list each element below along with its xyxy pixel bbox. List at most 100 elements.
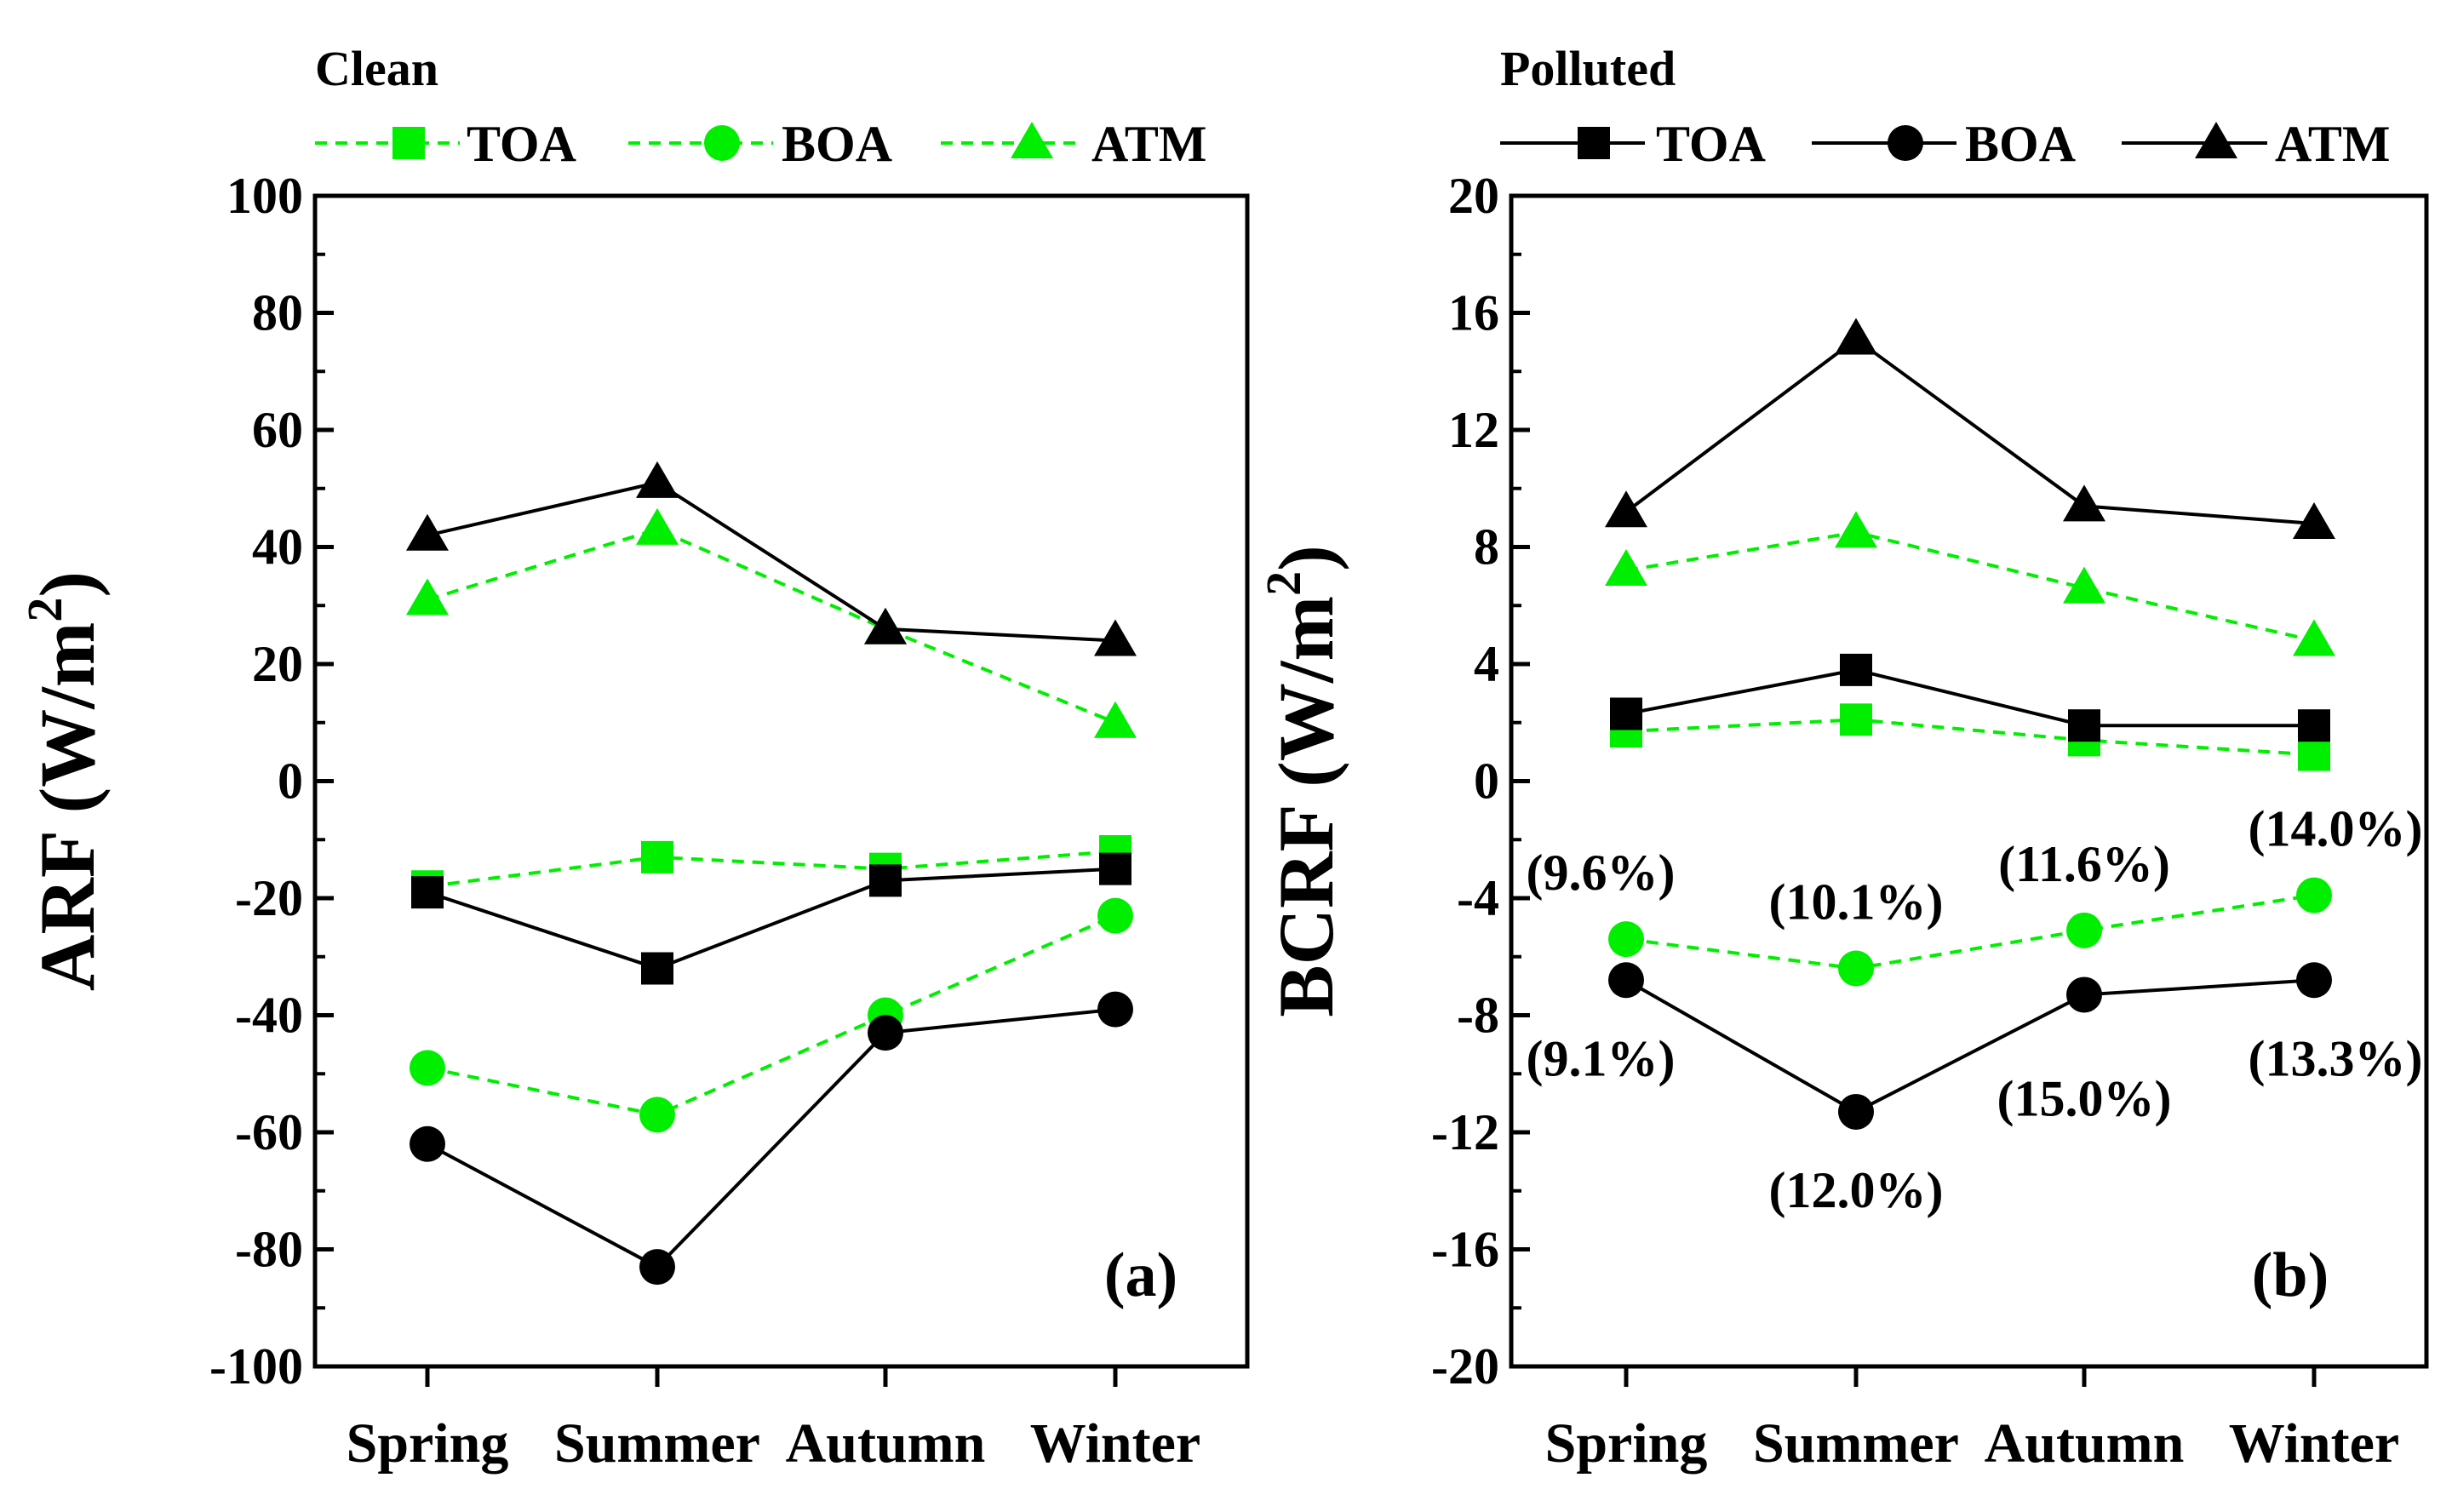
- y-tick-label: 80: [252, 285, 303, 341]
- data-annotation: (11.6%): [1998, 836, 2170, 892]
- y-tick-label: -20: [235, 870, 303, 926]
- y-tick-label: -12: [1431, 1104, 1499, 1160]
- x-category-label: Autumn: [786, 1412, 986, 1475]
- data-annotation: (15.0%): [1997, 1070, 2172, 1126]
- y-tick-label: 40: [252, 519, 303, 576]
- data-point-atm-polluted-spring: [1605, 490, 1647, 528]
- data-point-boa-clean-summer: [1838, 950, 1874, 987]
- legend-label: ATM: [2275, 116, 2391, 172]
- data-point-atm-clean-summer: [636, 507, 679, 545]
- data-point-atm-clean-autumn: [2063, 566, 2105, 604]
- x-category-label: Winter: [1030, 1412, 1200, 1475]
- y-axis-title-close: ): [1263, 545, 1349, 571]
- data-annotation: (9.6%): [1527, 845, 1676, 901]
- data-point-boa-clean-spring: [410, 1050, 445, 1086]
- plot-frame: [1509, 193, 2429, 1369]
- data-point-boa-polluted-autumn: [868, 1015, 903, 1051]
- legend-label: BOA: [782, 116, 892, 172]
- panel-title: Clean: [315, 41, 438, 96]
- x-category-label: Summer: [1753, 1412, 1959, 1475]
- data-point-atm-clean-winter: [1094, 701, 1137, 738]
- panel-title: Polluted: [1500, 41, 1676, 96]
- data-point-atm-clean-spring: [406, 578, 449, 616]
- chart-panel-b: -20 -16 -12 -8 -4 0 4 8 12 16 20 Spring Summer Autumn…: [1256, 41, 2429, 1475]
- data-point-boa-polluted-autumn: [2066, 976, 2102, 1013]
- data-point-boa-clean-winter: [1097, 897, 1133, 934]
- series-line-atm-polluted: [427, 480, 1116, 643]
- y-tick-label: 20: [252, 636, 303, 692]
- data-point-boa-polluted-winter: [1097, 991, 1133, 1028]
- y-axis-title: ARF (W/m2): [17, 571, 111, 991]
- y-tick-label: -60: [235, 1104, 303, 1160]
- series-line-boa-clean: [427, 914, 1116, 1117]
- series-lines: [1624, 336, 2315, 1114]
- panel-label: (b): [2252, 1240, 2329, 1310]
- legend-item-boa: BOA: [1812, 116, 2076, 172]
- y-axis-title-text: BCRF (W/m: [1263, 596, 1349, 1017]
- x-category-label: Spring: [347, 1412, 509, 1475]
- y-axis-title-superscript: 2: [1256, 571, 1311, 596]
- panel-label: (a): [1104, 1240, 1177, 1310]
- data-annotation: (10.1%): [1769, 874, 1944, 931]
- legend-item-toa: TOA: [315, 116, 576, 172]
- data-point-toa-polluted-autumn: [869, 864, 902, 897]
- y-tick-label: 16: [1448, 285, 1499, 341]
- data-point-toa-clean-summer: [641, 840, 673, 873]
- data-point-boa-polluted-spring: [1608, 962, 1644, 999]
- x-category-label: Spring: [1545, 1412, 1708, 1475]
- legend-item-atm: ATM: [941, 116, 1207, 172]
- data-point-atm-clean-summer: [1835, 511, 1877, 548]
- data-point-atm-clean-spring: [1605, 549, 1647, 586]
- series-line-toa-polluted: [1625, 667, 2314, 728]
- data-point-boa-clean-winter: [2296, 877, 2332, 914]
- legend-item-atm: ATM: [2122, 116, 2391, 172]
- legend-label: TOA: [1656, 116, 1766, 172]
- data-point-boa-clean-spring: [1608, 921, 1644, 958]
- y-tick-label: -40: [235, 988, 303, 1044]
- y-tick-label: 12: [1448, 402, 1499, 458]
- data-point-toa-polluted-spring: [411, 876, 444, 909]
- legend-marker-circle: [1888, 125, 1923, 161]
- y-tick-label: 100: [226, 168, 303, 224]
- data-point-boa-clean-summer: [639, 1097, 675, 1133]
- series-lines: [427, 480, 1116, 1269]
- y-tick-label: 60: [252, 402, 303, 458]
- data-point-atm-polluted-spring: [406, 513, 449, 551]
- plot-frame: [312, 193, 1250, 1369]
- y-axis-title: BCRF (W/m2): [1256, 545, 1349, 1017]
- data-point-atm-polluted-summer: [636, 461, 679, 498]
- data-point-toa-clean-summer: [1840, 703, 1872, 736]
- data-annotation: (9.1%): [1527, 1030, 1676, 1086]
- legend-marker-circle: [704, 125, 740, 161]
- y-tick-label: -80: [235, 1222, 303, 1278]
- y-tick-label: -8: [1457, 988, 1499, 1044]
- data-point-atm-polluted-autumn: [864, 607, 907, 644]
- x-category-label: Winter: [2229, 1412, 2399, 1475]
- y-tick-label: 0: [1474, 753, 1499, 810]
- data-point-toa-polluted-summer: [641, 952, 673, 985]
- data-point-boa-polluted-summer: [639, 1249, 675, 1286]
- legend-marker-square: [1578, 127, 1610, 159]
- y-tick-label: 8: [1474, 519, 1499, 576]
- data-point-boa-polluted-spring: [410, 1125, 445, 1162]
- data-point-atm-polluted-winter: [2293, 502, 2335, 539]
- series-line-toa-clean: [1625, 718, 2315, 757]
- y-axis-title-text: ARF (W/m: [24, 622, 111, 992]
- legend-item-toa: TOA: [1500, 116, 1766, 172]
- data-annotation: (14.0%): [2249, 801, 2423, 857]
- data-annotation: (13.3%): [2249, 1030, 2423, 1086]
- legend-label: BOA: [1965, 116, 2076, 172]
- data-point-boa-polluted-winter: [2296, 962, 2332, 999]
- series-line-atm-clean: [427, 527, 1116, 724]
- data-point-boa-polluted-summer: [1838, 1093, 1874, 1130]
- data-point-atm-polluted-autumn: [2063, 484, 2105, 522]
- series-line-boa-clean: [1625, 893, 2315, 971]
- x-category-label: Autumn: [1985, 1412, 2185, 1475]
- data-point-atm-polluted-winter: [1094, 619, 1137, 656]
- data-point-boa-clean-autumn: [2066, 912, 2102, 948]
- y-tick-label: 4: [1474, 636, 1499, 692]
- data-point-atm-polluted-summer: [1835, 318, 1877, 355]
- data-point-toa-clean-winter: [2298, 738, 2330, 771]
- legend-marker-triangle: [2195, 122, 2237, 158]
- y-axis-title-superscript: 2: [17, 598, 72, 622]
